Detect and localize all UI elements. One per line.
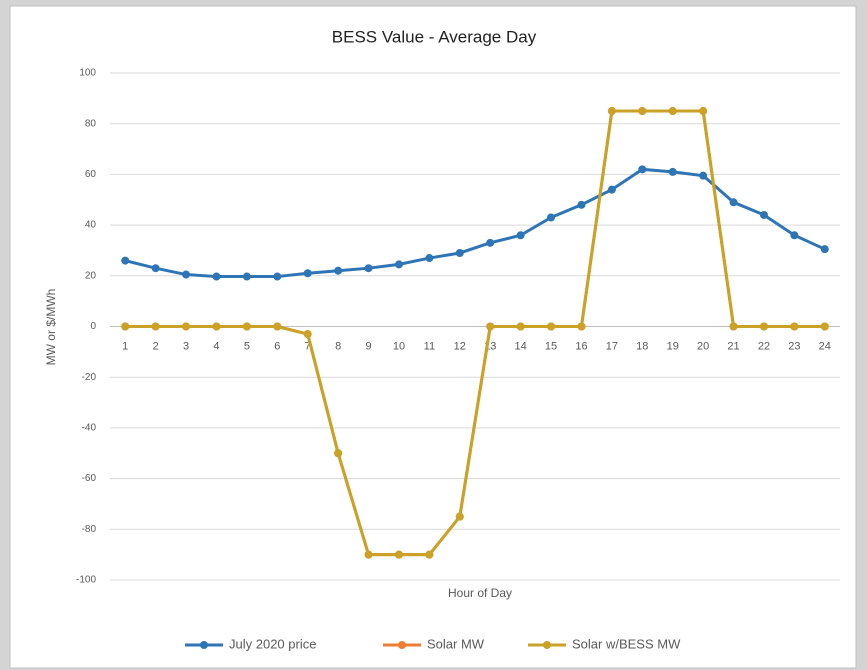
data-point	[273, 322, 282, 331]
data-point	[394, 550, 403, 559]
chart-title: BESS Value - Average Day	[332, 27, 537, 46]
y-tick-label: 40	[85, 220, 97, 231]
data-point	[668, 107, 677, 116]
data-point	[486, 322, 495, 331]
x-tick-label: 4	[213, 340, 219, 352]
data-point	[455, 248, 464, 257]
x-tick-label: 12	[454, 340, 466, 352]
data-point	[121, 256, 130, 265]
y-tick-label: -80	[82, 524, 97, 535]
y-tick-label: 0	[90, 321, 96, 332]
data-point	[607, 107, 616, 116]
data-point	[334, 449, 343, 458]
data-point	[212, 322, 221, 331]
series-line	[124, 167, 826, 279]
x-tick-label: 15	[545, 340, 557, 352]
legend-label: Solar MW	[427, 636, 485, 651]
x-tick-label: 5	[244, 340, 250, 352]
data-point	[607, 185, 616, 194]
data-point	[242, 322, 251, 331]
data-point	[182, 322, 191, 331]
x-tick-label: 3	[183, 340, 189, 352]
y-tick-label: 60	[85, 169, 97, 180]
x-tick-label: 2	[153, 340, 159, 352]
x-tick-label: 18	[636, 340, 648, 352]
y-tick-label: -20	[82, 372, 97, 383]
data-point	[516, 231, 525, 240]
data-point	[668, 167, 677, 176]
x-tick-label: 22	[758, 340, 770, 352]
x-tick-label: 10	[393, 340, 405, 352]
data-point	[242, 272, 251, 281]
data-point	[182, 270, 191, 279]
data-point	[729, 198, 738, 207]
legend-marker	[200, 641, 208, 649]
data-point	[699, 171, 708, 180]
x-tick-label: 16	[575, 340, 587, 352]
x-tick-label: 24	[819, 340, 831, 352]
x-tick-label: 1	[122, 340, 128, 352]
y-tick-label: -40	[82, 423, 97, 434]
data-point	[303, 269, 312, 278]
data-point	[638, 107, 647, 116]
data-point	[121, 322, 130, 331]
data-point	[790, 322, 799, 331]
data-point	[425, 254, 434, 263]
y-tick-label: 20	[85, 270, 97, 281]
data-point	[759, 210, 768, 219]
legend-marker	[543, 641, 551, 649]
x-tick-label: 6	[274, 340, 280, 352]
data-point	[273, 272, 282, 281]
data-point	[547, 213, 556, 222]
y-tick-label: -100	[76, 575, 96, 586]
data-point	[699, 107, 708, 116]
data-point	[759, 322, 768, 331]
data-point	[334, 266, 343, 275]
x-tick-label: 21	[727, 340, 739, 352]
data-point	[820, 245, 829, 254]
x-axis-label: Hour of Day	[448, 586, 512, 600]
x-tick-label: 14	[515, 340, 527, 352]
y-tick-label: -60	[82, 473, 97, 484]
y-tick-label: 100	[79, 68, 96, 79]
data-point	[516, 322, 525, 331]
data-point	[303, 330, 312, 339]
x-tick-label: 23	[788, 340, 800, 352]
data-point	[820, 322, 829, 331]
data-point	[486, 238, 495, 247]
y-tick-label: 80	[85, 118, 97, 129]
y-axis-label: MW or $/MWh	[44, 289, 58, 366]
data-point	[364, 264, 373, 273]
data-point	[577, 200, 586, 209]
data-point	[394, 260, 403, 269]
legend-marker	[398, 641, 406, 649]
chart-area	[9, 5, 857, 669]
data-point	[547, 322, 556, 331]
data-point	[151, 264, 160, 273]
data-point	[790, 231, 799, 240]
series-line	[125, 109, 825, 557]
data-point	[638, 165, 647, 174]
data-point	[577, 322, 586, 331]
legend-label: Solar w/BESS MW	[572, 636, 681, 651]
x-tick-label: 20	[697, 340, 709, 352]
data-point	[455, 512, 464, 521]
data-point	[212, 272, 221, 281]
data-point	[425, 550, 434, 559]
data-point	[729, 322, 738, 331]
x-tick-label: 7	[305, 340, 311, 352]
x-tick-label: 9	[365, 340, 371, 352]
data-point	[151, 322, 160, 331]
x-tick-label: 19	[667, 340, 679, 352]
data-point	[364, 550, 373, 559]
legend-label: July 2020 price	[229, 636, 316, 651]
x-tick-label: 8	[335, 340, 341, 352]
x-tick-label: 11	[424, 340, 435, 352]
x-tick-label: 17	[606, 340, 618, 352]
